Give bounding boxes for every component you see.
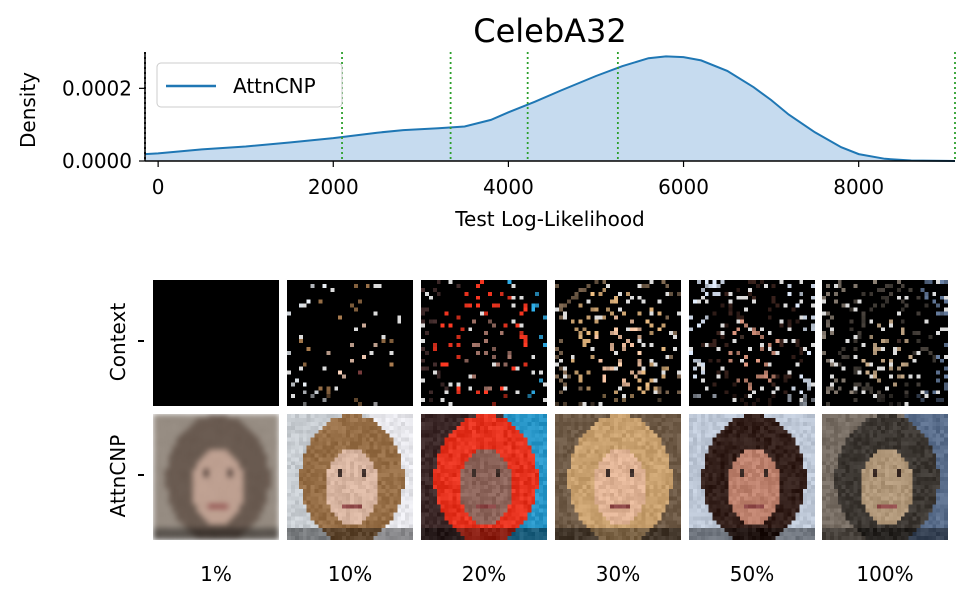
prediction-image xyxy=(153,414,279,540)
prediction-image xyxy=(287,414,413,540)
col-label-30pct: 30% xyxy=(595,562,641,586)
prediction-panel-1pct xyxy=(153,414,279,540)
x-tick-label-0: 0 xyxy=(152,175,165,199)
prediction-panel-10pct xyxy=(287,414,413,540)
row-label-attncnp: AttnCNP xyxy=(106,434,130,518)
col-label-1pct: 1% xyxy=(200,562,232,586)
x-tick-label-8000: 8000 xyxy=(833,175,884,199)
col-label-10pct: 10% xyxy=(327,562,373,586)
context-image xyxy=(421,280,547,406)
legend-frame xyxy=(156,62,343,108)
prediction-image xyxy=(822,414,948,540)
col-label-50pct: 50% xyxy=(729,562,775,586)
y-axis-label: Density xyxy=(16,72,40,148)
context-image xyxy=(153,280,279,406)
context-image xyxy=(287,280,413,406)
context-panel-100pct xyxy=(822,280,948,406)
chart-title: CelebA32 xyxy=(473,12,627,50)
prediction-image xyxy=(689,414,815,540)
context-panel-20pct xyxy=(421,280,547,406)
density-plot: 0 2000 4000 6000 8000 0.0000 0.0002 xyxy=(62,52,956,199)
y-tick-label-0: 0.0000 xyxy=(62,149,132,173)
context-panel-30pct xyxy=(555,280,681,406)
legend-label-attncnp: AttnCNP xyxy=(233,74,316,98)
prediction-image xyxy=(421,414,547,540)
context-panel-1pct xyxy=(153,280,279,406)
context-panel-50pct xyxy=(689,280,815,406)
x-axis-label: Test Log-Likelihood xyxy=(454,207,645,231)
col-label-100pct: 100% xyxy=(856,562,914,586)
prediction-panel-30pct xyxy=(555,414,681,540)
prediction-image xyxy=(555,414,681,540)
density-line-attncnp xyxy=(144,55,956,162)
x-tick-label-4000: 4000 xyxy=(483,175,534,199)
density-fill xyxy=(145,56,955,161)
y-tick-label-1: 0.0002 xyxy=(62,76,132,100)
context-image xyxy=(822,280,948,406)
context-image xyxy=(689,280,815,406)
col-label-20pct: 20% xyxy=(461,562,507,586)
x-tick-label-6000: 6000 xyxy=(658,175,709,199)
prediction-panel-50pct xyxy=(689,414,815,540)
context-panel-10pct xyxy=(287,280,413,406)
legend: AttnCNP xyxy=(156,62,343,108)
row-tick-attncnp xyxy=(138,474,144,476)
row-tick-context xyxy=(138,340,144,342)
context-image xyxy=(555,280,681,406)
prediction-panel-100pct xyxy=(822,414,948,540)
prediction-panel-20pct xyxy=(421,414,547,540)
x-tick-label-2000: 2000 xyxy=(308,175,359,199)
